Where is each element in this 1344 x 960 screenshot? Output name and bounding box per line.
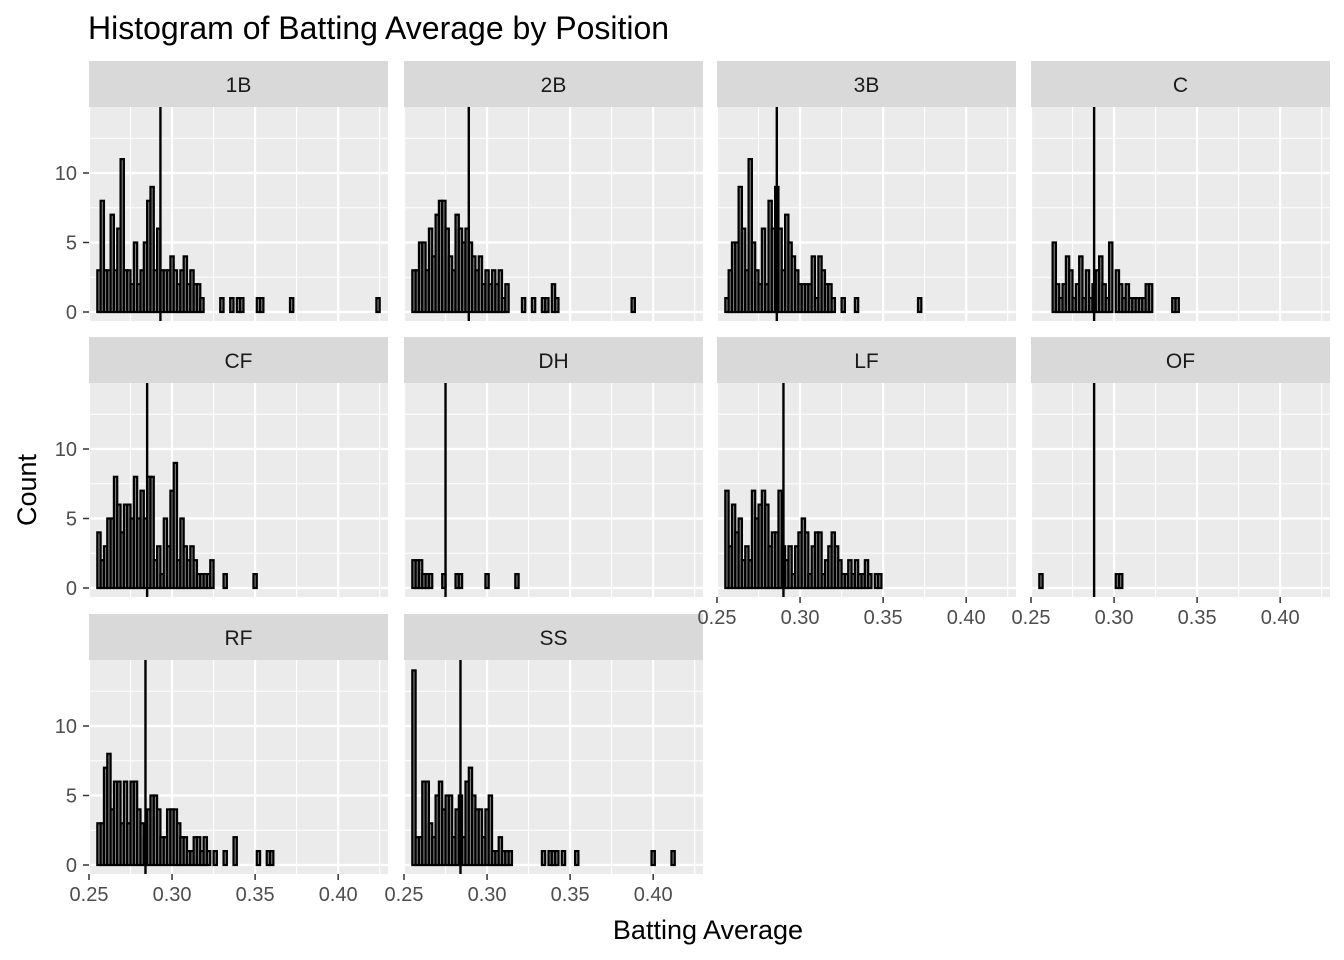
x-axis-title: Batting Average <box>613 915 803 945</box>
x-tick-label: 0.35 <box>551 884 590 906</box>
facet-strip-label-rf: RF <box>225 627 253 650</box>
y-tick-label: 5 <box>66 233 77 255</box>
facet-panel-2b: 2B <box>404 61 703 321</box>
facet-strip-label-c: C <box>1173 74 1188 97</box>
x-tick-label: 0.30 <box>781 607 820 629</box>
histogram-bar <box>224 574 227 588</box>
histogram-bar <box>207 851 210 865</box>
y-axes: 0 5 10 0 5 10 0 5 10 <box>55 163 89 877</box>
facet-panel-of: OF <box>1031 337 1330 597</box>
x-tick-label: 0.40 <box>319 884 358 906</box>
facet-strip-label-1b: 1B <box>226 74 252 97</box>
histogram-bar <box>220 298 223 312</box>
histogram-bar <box>575 851 578 865</box>
histogram-bar <box>412 670 415 865</box>
histogram-bar <box>671 851 674 865</box>
histogram-bar <box>555 298 558 312</box>
histogram-bar <box>376 298 379 312</box>
y-tick-label: 0 <box>66 578 77 600</box>
histogram-bar <box>200 298 203 312</box>
facet-panel-3b: 3B <box>717 61 1016 321</box>
x-tick-label: 0.30 <box>153 884 192 906</box>
histogram-bar <box>505 284 508 312</box>
facet-panel-rf: RF <box>89 614 388 874</box>
histogram-bar <box>555 851 558 865</box>
y-tick-label: 0 <box>66 855 77 877</box>
facet-panel-ss: SS <box>404 614 703 874</box>
y-axis-title: Count <box>12 453 42 526</box>
x-tick-label: 0.30 <box>468 884 507 906</box>
facet-panel-cf: CF <box>89 337 388 597</box>
facet-strip-label-dh: DH <box>538 350 568 373</box>
histogram-bar <box>234 837 237 865</box>
histogram-bar <box>918 298 921 312</box>
histogram-bar <box>1109 243 1112 313</box>
facet-panels: 1B 2B 3B C CF DH LF OF RF SS <box>89 61 1330 874</box>
histogram-bar <box>522 298 525 312</box>
y-tick-label: 5 <box>66 786 77 808</box>
histogram-bar <box>429 574 432 588</box>
x-tick-label: 0.40 <box>1261 607 1300 629</box>
facet-strip-label-lf: LF <box>854 350 879 373</box>
facet-strip-label-ss: SS <box>539 627 567 650</box>
histogram-bar <box>832 298 835 312</box>
facet-strip-label-cf: CF <box>225 350 253 373</box>
x-tick-label: 0.35 <box>236 884 275 906</box>
histogram-bar <box>270 851 273 865</box>
histogram-bar <box>652 851 655 865</box>
x-tick-label: 0.25 <box>1012 607 1051 629</box>
histogram-bar <box>542 851 545 865</box>
histogram-bar <box>224 851 227 865</box>
histogram-bar <box>562 851 565 865</box>
histogram-bar <box>210 560 213 588</box>
histogram-bar <box>1119 574 1122 588</box>
x-tick-label: 0.25 <box>385 884 424 906</box>
panel-background-of <box>1031 383 1330 597</box>
panel-background-dh <box>404 383 703 597</box>
x-tick-label: 0.35 <box>1178 607 1217 629</box>
histogram-bar <box>515 574 518 588</box>
x-tick-label: 0.40 <box>634 884 673 906</box>
facet-panel-lf: LF <box>717 337 1016 597</box>
histogram-bar <box>1176 298 1179 312</box>
histogram-bar <box>878 574 881 588</box>
facet-strip-label-of: OF <box>1166 350 1195 373</box>
histogram-bar <box>632 298 635 312</box>
histogram-bar <box>1039 574 1042 588</box>
y-tick-label: 10 <box>55 716 77 738</box>
histogram-bar <box>214 851 217 865</box>
facet-strip-label-3b: 3B <box>854 74 880 97</box>
histogram-bar <box>1149 284 1152 312</box>
x-tick-label: 0.30 <box>1095 607 1134 629</box>
y-tick-label: 10 <box>55 439 77 461</box>
histogram-bar <box>509 851 512 865</box>
facet-strip-label-2b: 2B <box>541 74 567 97</box>
facet-panel-dh: DH <box>404 337 703 597</box>
histogram-bar <box>240 298 243 312</box>
x-tick-label: 0.25 <box>70 884 109 906</box>
x-tick-label: 0.25 <box>698 607 737 629</box>
histogram-bar <box>253 574 256 588</box>
histogram-bar <box>230 298 233 312</box>
facet-panel-1b: 1B <box>89 61 388 321</box>
histogram-bar <box>545 298 548 312</box>
histogram-bar <box>260 298 263 312</box>
y-tick-label: 5 <box>66 509 77 531</box>
histogram-bar <box>290 298 293 312</box>
chart-title: Histogram of Batting Average by Position <box>88 10 669 46</box>
histogram-bar <box>257 851 260 865</box>
y-tick-label: 10 <box>55 163 77 185</box>
x-tick-label: 0.35 <box>864 607 903 629</box>
histogram-bar <box>868 574 871 588</box>
histogram-bar <box>532 298 535 312</box>
histogram-bar <box>855 298 858 312</box>
x-tick-label: 0.40 <box>947 607 986 629</box>
histogram-bar <box>485 574 488 588</box>
y-tick-label: 0 <box>66 302 77 324</box>
facet-panel-c: C <box>1031 61 1330 321</box>
histogram-bar <box>459 574 462 588</box>
histogram-bar <box>842 298 845 312</box>
